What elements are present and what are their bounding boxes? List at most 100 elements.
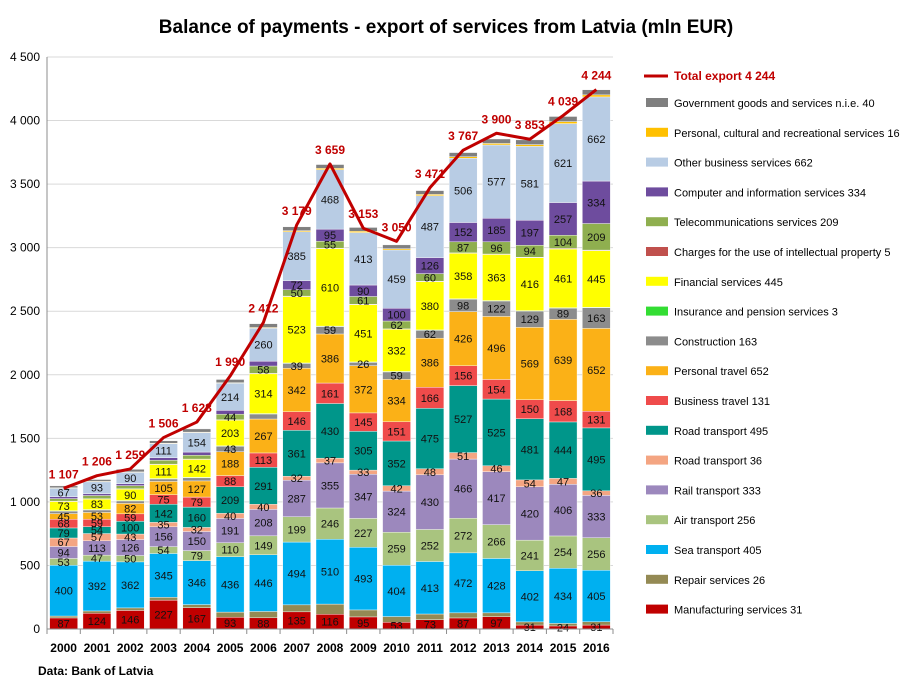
total-label: 3 900 (481, 112, 511, 126)
segment-label: 50 (124, 554, 136, 566)
bar-segment (448, 157, 478, 223)
segment-label: 208 (254, 518, 272, 530)
segment-label: 73 (424, 619, 436, 631)
segment-label: 110 (221, 545, 239, 557)
segment-label: 434 (554, 591, 572, 603)
segment-label: 305 (354, 446, 372, 458)
bar-segment (215, 486, 245, 514)
segment-label: 42 (390, 483, 402, 495)
bar-segment (515, 220, 544, 246)
segment-label: 493 (354, 574, 372, 586)
bar-segment (149, 597, 178, 601)
segment-label: 621 (554, 158, 572, 170)
segment-label: 444 (554, 445, 572, 457)
segment-label: 126 (421, 261, 439, 273)
segment-label: 93 (224, 618, 236, 630)
bar-segment (182, 604, 212, 608)
legend-swatch (646, 247, 668, 256)
segment-label: 510 (321, 567, 339, 579)
segment-label: 430 (321, 426, 339, 438)
segment-label: 386 (421, 358, 439, 370)
bar-segment (482, 558, 511, 614)
segment-label: 116 (321, 617, 339, 629)
segment-label: 459 (387, 274, 405, 286)
bar-segment (448, 253, 478, 299)
legend-label: Personal travel 652 (674, 366, 769, 378)
x-tick-label: 2009 (350, 641, 377, 655)
segment-label: 461 (554, 273, 572, 285)
segment-label: 610 (321, 282, 339, 294)
chart-title: Balance of payments - export of services… (159, 17, 733, 38)
segment-label: 90 (357, 286, 369, 298)
y-tick-label: 500 (20, 558, 40, 572)
segment-label: 146 (121, 615, 139, 627)
segment-label: 203 (221, 428, 239, 440)
segment-label: 402 (521, 591, 539, 603)
total-export-line (63, 88, 598, 490)
bar-segment (482, 398, 511, 466)
segment-label: 227 (154, 610, 172, 622)
bar-segment (515, 570, 544, 623)
segment-label: 523 (288, 325, 306, 337)
segment-label: 79 (191, 497, 203, 509)
segment-label: 145 (354, 417, 372, 429)
x-tick-label: 2000 (50, 641, 77, 655)
segment-label: 256 (587, 549, 605, 561)
segment-label: 59 (324, 325, 336, 337)
legend-label: Construction 163 (674, 336, 757, 348)
segment-label: 47 (91, 553, 103, 565)
legend-label: Air transport 256 (674, 515, 755, 527)
bar-segment (315, 603, 345, 615)
bar-segment (149, 457, 178, 461)
segment-label: 472 (454, 578, 472, 590)
segment-label: 495 (587, 454, 605, 466)
legend-label: Sea transport 405 (674, 545, 761, 557)
segment-label: 87 (58, 618, 70, 630)
segment-label: 185 (487, 225, 505, 237)
segment-label: 254 (554, 547, 572, 559)
segment-label: 37 (324, 456, 336, 468)
segment-label: 267 (254, 431, 272, 443)
legend-label: Total export 4 244 (674, 69, 775, 83)
segment-label: 413 (421, 583, 439, 595)
bar-segment (448, 311, 478, 366)
bar-segment (415, 281, 445, 331)
legend-label: Business travel 131 (674, 396, 770, 408)
bar-segment (282, 480, 311, 517)
segment-label: 380 (421, 301, 439, 313)
x-tick-label: 2001 (84, 641, 111, 655)
segment-label: 314 (254, 389, 272, 401)
segment-label: 342 (288, 385, 306, 397)
segment-label: 75 (157, 495, 169, 507)
bar-segment (315, 248, 345, 327)
legend-label: Repair services 26 (674, 575, 765, 587)
segment-label: 166 (421, 393, 439, 405)
bar-segment (249, 509, 278, 537)
bar-segment (315, 462, 345, 509)
segment-label: 57 (91, 532, 103, 544)
segment-label: 62 (390, 320, 402, 332)
segment-label: 90 (124, 490, 136, 502)
bar-segment (349, 365, 378, 414)
segment-label: 420 (521, 508, 539, 520)
segment-label: 639 (554, 355, 572, 367)
segment-label: 55 (324, 240, 336, 252)
segment-label: 100 (121, 523, 139, 535)
total-label: 4 244 (581, 69, 611, 83)
x-tick-label: 2013 (483, 641, 510, 655)
bar-segment (582, 427, 611, 492)
segment-label: 428 (487, 581, 505, 593)
segment-label: 466 (454, 484, 472, 496)
segment-labels: 8740053946779684573671243924711357545953… (54, 134, 605, 634)
segment-label: 51 (457, 451, 469, 463)
segment-label: 24 (557, 622, 569, 634)
legend-swatch (646, 574, 668, 584)
bar-segment (448, 552, 478, 614)
y-tick-label: 1 500 (10, 431, 40, 445)
total-label: 3 853 (515, 118, 545, 132)
segment-label: 392 (88, 581, 106, 593)
segment-label: 97 (490, 618, 502, 630)
bar-segment (315, 333, 345, 384)
